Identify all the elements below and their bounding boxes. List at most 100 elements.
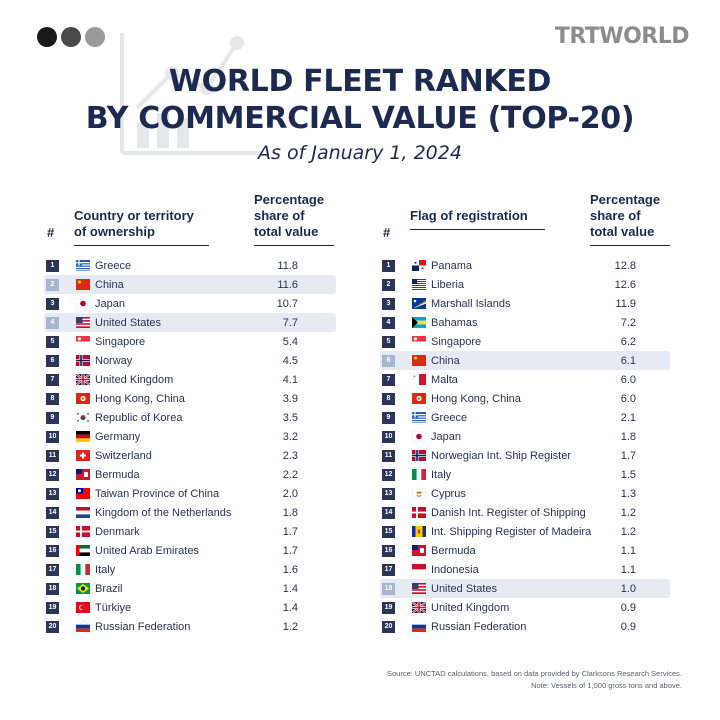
rank-badge: 4 <box>46 316 59 329</box>
rank-badge: 13 <box>382 487 395 500</box>
row-value: 1.2 <box>620 525 636 538</box>
row-value: 1.2 <box>282 620 298 633</box>
greece-flag-icon <box>76 260 90 271</box>
row-label: Singapore <box>431 335 482 348</box>
row-label: Indonesia <box>431 563 479 576</box>
row-value: 11.6 <box>277 278 298 291</box>
table-row: 7 Malta 6.0 <box>380 370 670 389</box>
registration-table: # Flag of registration Percentage share … <box>380 190 670 640</box>
row-value: 1.7 <box>282 525 298 538</box>
row-value: 4.5 <box>282 354 298 367</box>
usa-flag-icon <box>76 317 90 328</box>
table-row: 6 Norway 4.5 <box>44 351 336 370</box>
rank-badge: 10 <box>382 430 395 443</box>
dot-3 <box>85 27 105 47</box>
row-value: 5.4 <box>282 335 298 348</box>
row-label: Danish Int. Register of Shipping <box>431 506 586 519</box>
row-value: 1.6 <box>282 563 298 576</box>
rank-badge: 13 <box>46 487 59 500</box>
row-label: Hong Kong, China <box>95 392 185 405</box>
table-row: 16 Bermuda 1.1 <box>380 541 670 560</box>
denmark-flag-icon <box>412 507 426 518</box>
greece-flag-icon <box>412 412 426 423</box>
row-label: Kingdom of the Netherlands <box>95 506 232 519</box>
row-value: 1.8 <box>620 430 636 443</box>
hongkong-flag-icon <box>76 393 90 404</box>
table-row: 7 United Kingdom 4.1 <box>44 370 336 389</box>
ownership-rows: 1 Greece 11.8 2 China 11.6 3 Japan 10.7 4 United S… <box>44 256 336 636</box>
china-flag-icon <box>76 279 90 290</box>
usa-flag-icon <box>412 583 426 594</box>
rank-badge: 3 <box>46 297 59 310</box>
table-row: 15 Int. Shipping Register of Madeira 1.2 <box>380 522 670 541</box>
row-value: 7.7 <box>282 316 298 329</box>
rank-badge: 2 <box>46 278 59 291</box>
row-value: 12.8 <box>614 259 636 272</box>
row-label: Russian Federation <box>431 620 527 633</box>
row-value: 2.1 <box>620 411 636 424</box>
table-row: 14 Kingdom of the Netherlands 1.8 <box>44 503 336 522</box>
row-label: Greece <box>95 259 132 272</box>
rank-badge: 1 <box>382 259 395 272</box>
rank-badge: 11 <box>382 449 395 462</box>
malta-flag-icon <box>412 374 426 385</box>
table-row: 5 Singapore 6.2 <box>380 332 670 351</box>
rank-badge: 10 <box>46 430 59 443</box>
row-label: Greece <box>431 411 468 424</box>
taiwan-flag-icon <box>76 488 90 499</box>
table-row: 16 United Arab Emirates 1.7 <box>44 541 336 560</box>
japan-flag-icon <box>76 298 90 309</box>
row-label: Denmark <box>95 525 140 538</box>
row-label: Hong Kong, China <box>431 392 521 405</box>
row-value: 10.7 <box>276 297 298 310</box>
rank-badge: 18 <box>382 582 395 595</box>
row-label: Cyprus <box>431 487 466 500</box>
rank-badge: 6 <box>46 354 59 367</box>
row-label: Russian Federation <box>95 620 191 633</box>
brazil-flag-icon <box>76 583 90 594</box>
cyprus-flag-icon <box>412 488 426 499</box>
table-row: 6 China 6.1 <box>380 351 670 370</box>
switzerland-flag-icon <box>76 450 90 461</box>
table-row: 20 Russian Federation 0.9 <box>380 617 670 636</box>
rank-badge: 6 <box>382 354 395 367</box>
denmark-flag-icon <box>76 526 90 537</box>
row-label: Marshall Islands <box>431 297 511 310</box>
chart-background-icon <box>120 33 262 155</box>
share-column-header: Percentage share of total value <box>590 192 670 246</box>
dot-1 <box>37 27 57 47</box>
table-row: 15 Denmark 1.7 <box>44 522 336 541</box>
row-value: 3.5 <box>282 411 298 424</box>
row-value: 4.1 <box>282 373 298 386</box>
rank-badge: 8 <box>46 392 59 405</box>
row-value: 7.2 <box>620 316 636 329</box>
table-row: 9 Republic of Korea 3.5 <box>44 408 336 427</box>
rank-badge: 19 <box>382 601 395 614</box>
norway-flag-icon <box>412 450 426 461</box>
registration-rows: 1 Panama 12.8 2 Liberia 12.6 3 Marshall Islands… <box>380 256 670 636</box>
row-value: 6.0 <box>620 392 636 405</box>
hongkong-flag-icon <box>412 393 426 404</box>
rank-badge: 2 <box>382 278 395 291</box>
row-value: 1.5 <box>620 468 636 481</box>
rank-badge: 17 <box>382 563 395 576</box>
row-value: 6.2 <box>620 335 636 348</box>
table-row: 1 Panama 12.8 <box>380 256 670 275</box>
row-value: 1.7 <box>620 449 636 462</box>
row-label: Republic of Korea <box>95 411 183 424</box>
row-value: 1.3 <box>620 487 636 500</box>
row-value: 3.9 <box>282 392 298 405</box>
netherlands-flag-icon <box>76 507 90 518</box>
rank-badge: 14 <box>46 506 59 519</box>
table-row: 3 Marshall Islands 11.9 <box>380 294 670 313</box>
row-label: Japan <box>95 297 125 310</box>
source-text: Source: UNCTAD calculations, based on da… <box>387 669 682 678</box>
china-flag-icon <box>412 355 426 366</box>
row-value: 0.9 <box>620 620 636 633</box>
table-row: 2 Liberia 12.6 <box>380 275 670 294</box>
row-value: 1.7 <box>282 544 298 557</box>
japan-flag-icon <box>412 431 426 442</box>
rank-badge: 16 <box>46 544 59 557</box>
source-note: Source: UNCTAD calculations, based on da… <box>387 668 682 692</box>
indonesia-flag-icon <box>412 564 426 575</box>
